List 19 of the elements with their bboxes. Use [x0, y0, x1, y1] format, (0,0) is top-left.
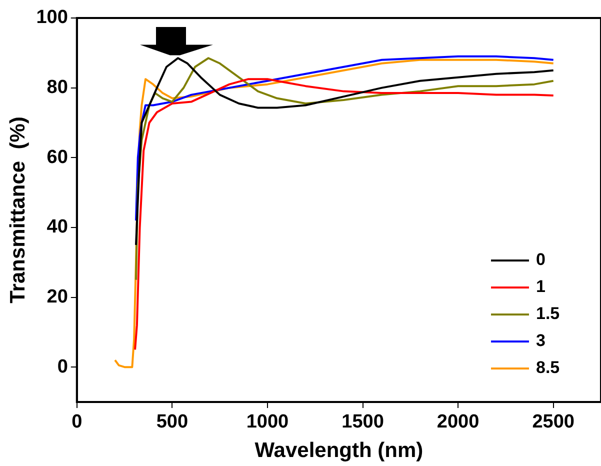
- y-tick-label: 80: [46, 77, 68, 98]
- x-tick-label: 2500: [532, 412, 574, 433]
- x-tick-label: 2000: [436, 412, 480, 433]
- x-tick-label: 1000: [246, 412, 289, 433]
- x-axis-title: Wavelength (nm): [254, 439, 424, 462]
- y-tick-label: 100: [36, 7, 68, 28]
- y-tick-label: 60: [46, 146, 68, 168]
- legend-label: 1.5: [536, 304, 560, 324]
- x-tick-label: 0: [72, 412, 82, 433]
- legend-label: 1: [536, 277, 546, 296]
- y-tick-label: 0: [57, 356, 68, 378]
- y-axis-title: Transmittance (%): [6, 116, 30, 304]
- y-tick-label: 20: [46, 286, 68, 308]
- y-tick-label: 40: [46, 216, 68, 238]
- x-tick-label: 500: [156, 412, 188, 433]
- legend-label: 3: [536, 331, 546, 350]
- x-tick-label: 1500: [342, 412, 384, 433]
- legend-label: 0: [536, 250, 546, 270]
- legend-label: 8.5: [536, 358, 560, 378]
